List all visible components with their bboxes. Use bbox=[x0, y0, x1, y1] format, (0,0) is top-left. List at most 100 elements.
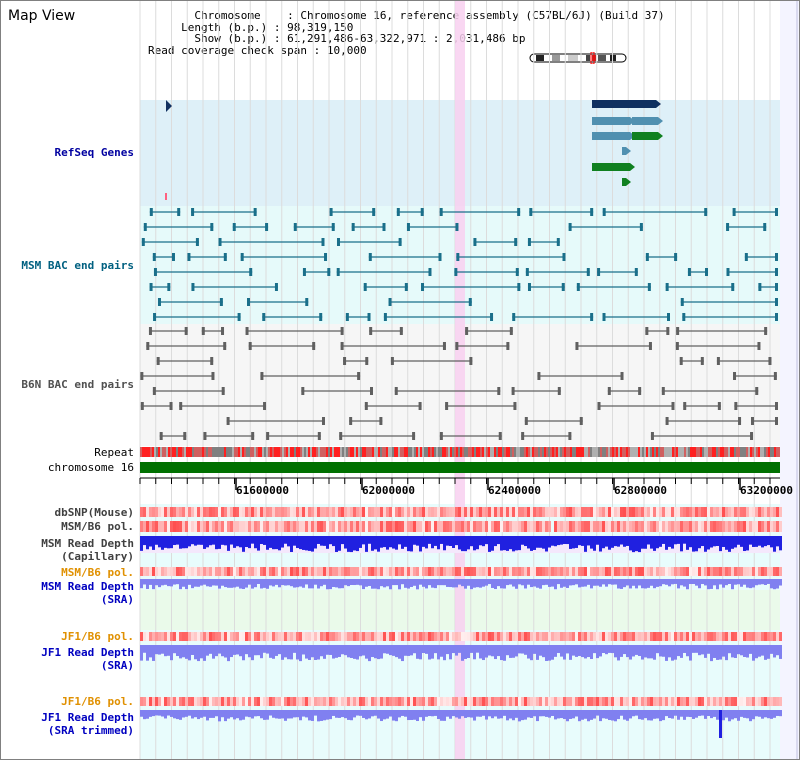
msm-sra-depth bbox=[272, 579, 275, 587]
repeat-bar bbox=[498, 447, 500, 457]
b6n-bac-track-label[interactable]: B6N BAC end pairs bbox=[21, 378, 134, 391]
msm-b6-pol-cell bbox=[449, 567, 452, 576]
jf1-b6-pol-cell bbox=[200, 632, 203, 641]
jf1-trimmed-depth bbox=[170, 710, 173, 717]
msm-sra-depth bbox=[425, 579, 428, 589]
jf1-sra-depth bbox=[716, 645, 719, 660]
jf1-b6-pol-cell bbox=[656, 632, 659, 641]
repeat-bar bbox=[570, 447, 572, 457]
msm-b6-pol-cell bbox=[266, 567, 269, 576]
msm-sra-depth bbox=[227, 579, 230, 588]
b6n-bac-pair-end bbox=[364, 402, 368, 410]
jf1-sra-depth bbox=[557, 645, 560, 654]
repeat-bar bbox=[602, 447, 604, 457]
jf1-trimmed-depth bbox=[671, 710, 674, 719]
jf1-trimmed-depth bbox=[545, 710, 548, 717]
jf1-trimmed-depth bbox=[581, 710, 584, 720]
refseq-track-label[interactable]: RefSeq Genes bbox=[54, 146, 134, 159]
msm-b6-pol-cell bbox=[161, 567, 164, 576]
jf1-b6-pol-cell bbox=[758, 632, 761, 641]
msm-sra-depth bbox=[461, 579, 464, 587]
msm-b6-pol-track-label-2[interactable]: MSM/B6 pol. bbox=[61, 566, 134, 579]
msm-sra-depth bbox=[338, 579, 341, 589]
dbsnp-cell bbox=[569, 507, 572, 517]
jf1-b6-pol-cell bbox=[470, 632, 473, 641]
repeat-bar bbox=[770, 447, 772, 457]
b6n-bac-pair-end bbox=[369, 327, 373, 335]
repeat-bar bbox=[216, 447, 218, 457]
msm-capillary-depth bbox=[272, 536, 275, 550]
dbsnp-track-label[interactable]: dbSNP(Mouse) bbox=[54, 506, 134, 519]
msm-sra-depth bbox=[557, 579, 560, 585]
repeat-bar bbox=[516, 447, 518, 457]
msm-b6-pol-cell bbox=[728, 521, 731, 532]
msm-b6-pol-cell bbox=[197, 521, 200, 532]
msm-bac-pair-end bbox=[468, 298, 472, 306]
msm-b6-pol-cell bbox=[749, 567, 752, 576]
msm-read-depth-sra-label[interactable]: MSM Read Depth (SRA) bbox=[41, 580, 134, 606]
jf1-read-depth-trimmed-label[interactable]: JF1 Read Depth (SRA trimmed) bbox=[41, 711, 134, 737]
b6n-bac-pair-end bbox=[648, 342, 652, 350]
repeat-bar bbox=[444, 447, 446, 457]
msm-sra-depth bbox=[560, 579, 563, 588]
dbsnp-cell bbox=[314, 507, 317, 517]
repeat-bar bbox=[424, 447, 426, 457]
refseq-gene bbox=[592, 163, 630, 171]
b6n-bac-pair-end bbox=[671, 402, 675, 410]
jf1-read-depth-sra-label[interactable]: JF1 Read Depth (SRA) bbox=[41, 646, 134, 672]
msm-b6-pol-cell bbox=[488, 567, 491, 576]
repeat-bar bbox=[632, 447, 634, 457]
msm-bac-pair-end bbox=[647, 283, 651, 291]
jf1-b6-pol-cell bbox=[674, 697, 677, 706]
jf1-b6-pol-cell bbox=[365, 697, 368, 706]
repeat-bar bbox=[348, 447, 350, 457]
jf1-b6-pol-cell bbox=[194, 697, 197, 706]
repeat-bar bbox=[320, 447, 322, 457]
jf1-b6-pol-track-label[interactable]: JF1/B6 pol. bbox=[61, 630, 134, 643]
jf1-sra-depth bbox=[215, 645, 218, 657]
dbsnp-cell bbox=[410, 507, 413, 517]
jf1-b6-pol-cell bbox=[152, 632, 155, 641]
msm-b6-pol-cell bbox=[203, 521, 206, 532]
jf1-trimmed-depth bbox=[710, 710, 713, 719]
jf1-b6-pol-cell bbox=[383, 697, 386, 706]
msm-bac-track-label[interactable]: MSM BAC end pairs bbox=[21, 259, 134, 272]
msm-b6-pol-cell bbox=[725, 521, 728, 532]
msm-capillary-depth bbox=[356, 536, 359, 552]
dbsnp-cell bbox=[731, 507, 734, 517]
jf1-b6-pol-cell bbox=[413, 697, 416, 706]
jf1-b6-pol-cell bbox=[569, 697, 572, 706]
msm-sra-depth bbox=[650, 579, 653, 586]
msm-sra-depth bbox=[500, 579, 503, 589]
msm-b6-pol-cell bbox=[446, 567, 449, 576]
jf1-b6-pol-cell bbox=[665, 697, 668, 706]
jf1-trimmed-depth bbox=[422, 710, 425, 721]
msm-sra-depth bbox=[326, 579, 329, 590]
jf1-sra-depth bbox=[302, 645, 305, 655]
msm-b6-pol-cell bbox=[584, 521, 587, 532]
repeat-bar bbox=[574, 447, 576, 457]
dbsnp-cell bbox=[149, 507, 152, 517]
jf1-b6-pol-cell bbox=[776, 697, 779, 706]
msm-read-depth-capillary-label[interactable]: MSM Read Depth (Capillary) bbox=[41, 537, 134, 563]
jf1-b6-pol-cell bbox=[176, 697, 179, 706]
jf1-b6-pol-cell bbox=[257, 697, 260, 706]
msm-b6-pol-cell bbox=[650, 567, 653, 576]
msm-capillary-depth bbox=[746, 536, 749, 551]
msm-sra-depth bbox=[602, 579, 605, 585]
repeat-bar bbox=[356, 447, 358, 457]
msm-b6-pol-track-label[interactable]: MSM/B6 pol. bbox=[61, 520, 134, 533]
b6n-bac-pair-end bbox=[645, 327, 649, 335]
chromosome-ideogram[interactable] bbox=[528, 52, 630, 64]
msm-b6-pol-cell bbox=[284, 567, 287, 576]
jf1-sra-depth bbox=[677, 645, 680, 657]
jf1-b6-pol-cell bbox=[569, 632, 572, 641]
jf1-b6-pol-track-label-2[interactable]: JF1/B6 pol. bbox=[61, 695, 134, 708]
jf1-sra-depth bbox=[335, 645, 338, 658]
dbsnp-cell bbox=[767, 507, 770, 517]
msm-b6-pol-cell bbox=[455, 567, 458, 576]
msm-capillary-depth bbox=[731, 536, 734, 549]
dbsnp-cell bbox=[575, 507, 578, 517]
msm-sra-depth bbox=[251, 579, 254, 589]
